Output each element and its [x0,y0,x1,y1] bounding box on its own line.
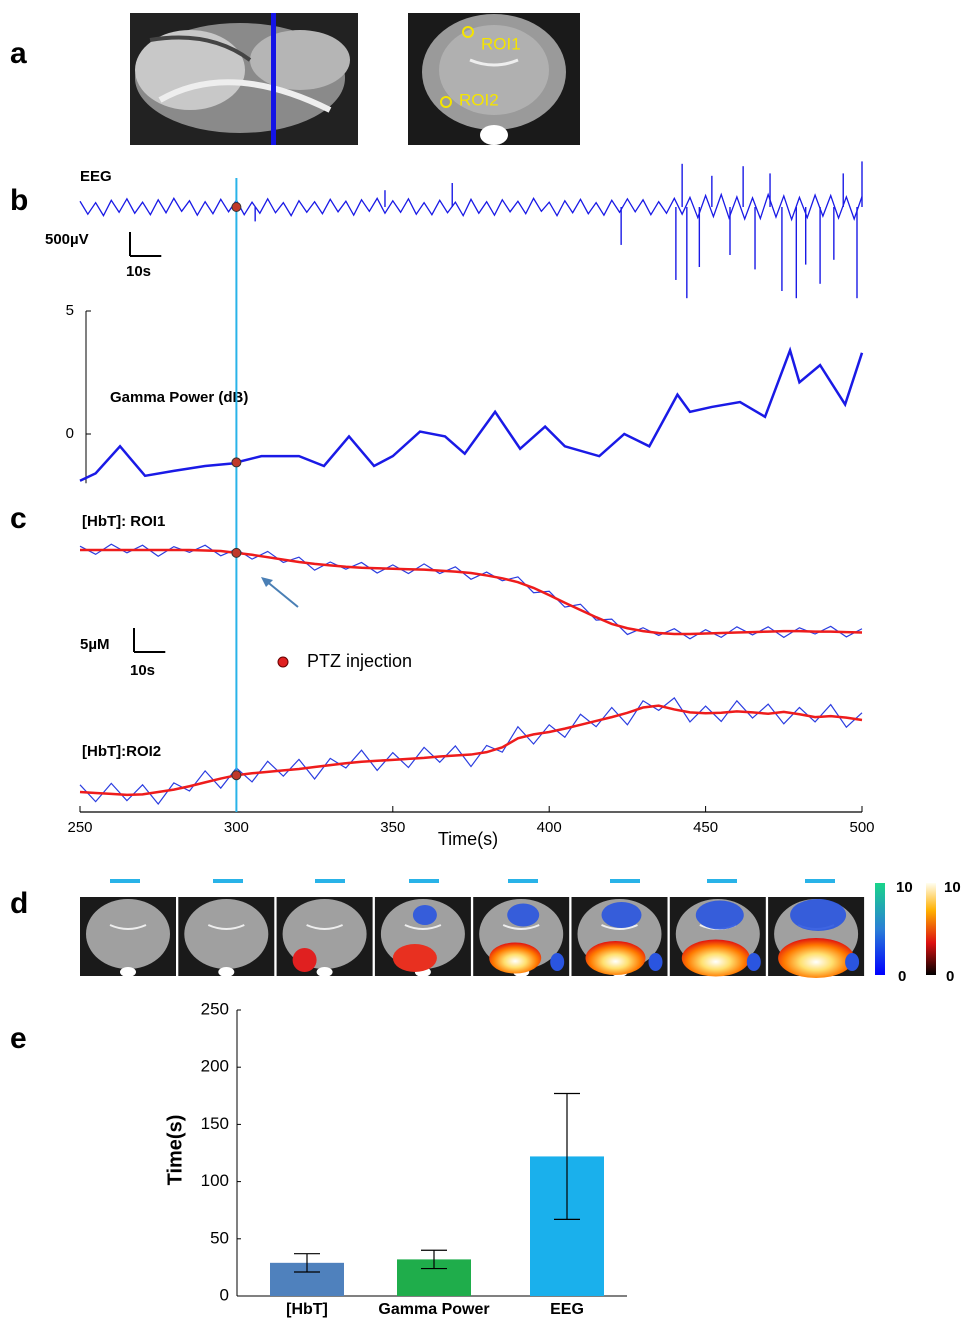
scale-label: 10s [126,263,151,280]
y-tick-label: 50 [210,1228,229,1247]
overlay-blue [602,902,642,928]
x-tick-label: 500 [849,819,874,836]
page: {"panels": ["a", "b", "c", "d", "e"], "p… [0,0,969,1321]
overlay-blue [790,899,846,931]
x-tick-label: [HbT] [286,1301,328,1318]
colorbar-label: 0 [946,968,954,985]
y-tick-label: 150 [201,1114,229,1133]
scale-label: 500µV [45,231,89,248]
event-dot [232,203,241,212]
sagittal-image [130,13,358,145]
roi-label: ROI1 [481,34,521,53]
colorbar-label: 10 [944,879,961,896]
overlay-hot [586,941,646,975]
dash [213,879,243,883]
legend-dot [278,657,288,667]
dash [805,879,835,883]
colorbar [875,883,885,975]
coronal-image [408,13,580,145]
x-axis-label: Time(s) [438,829,498,849]
event-dot [232,548,241,557]
roi-label: ROI2 [459,90,499,109]
hbt-smoothed [80,550,862,634]
overlay-hot [293,948,317,972]
overlay-hot [778,938,854,978]
y-tick-label: 0 [220,1285,229,1304]
event-dot [232,771,241,780]
event-label: PTZ injection [307,651,412,671]
y-tick-label: 200 [201,1057,229,1076]
panel-label: b [10,184,28,217]
x-tick-label: 300 [224,819,249,836]
eeg-trace [80,195,862,220]
trace-title: Gamma Power (dB) [110,389,248,406]
trace-title: EEG [80,168,112,185]
hbt-raw [80,698,862,804]
panel-label: c [10,502,27,535]
image-strip [80,879,864,978]
overlay-blue [413,905,437,925]
scale-label: 10s [130,662,155,679]
colorbar-label: 0 [898,968,906,985]
panel-label: a [10,37,27,70]
panel-label: d [10,887,28,920]
colorbar [926,883,936,975]
x-tick-label: 450 [693,819,718,836]
y-axis-label: Time(s) [164,1115,186,1186]
overlay-blue [845,953,859,971]
slice-brain [86,899,170,969]
series-label: [HbT]:ROI2 [82,743,161,760]
dash [315,879,345,883]
x-tick-label: 350 [380,819,405,836]
series-label: [HbT]: ROI1 [82,513,165,530]
panel-label: e [10,1022,27,1055]
x-tick-label: 400 [537,819,562,836]
x-tick-label: EEG [550,1301,584,1318]
y-tick-label: 250 [201,999,229,1018]
y-tick-label: 0 [66,425,74,442]
slice-base [317,967,333,977]
slice-base [218,967,234,977]
overlay-hot [489,943,541,974]
y-tick-label: 100 [201,1171,229,1190]
overlay-blue [696,901,744,930]
hbt-raw [80,544,862,639]
overlay-hot [682,940,750,977]
scale-label: 5µM [80,636,109,653]
y-tick-label: 5 [66,302,74,319]
x-tick-label: 250 [67,819,92,836]
dash [707,879,737,883]
overlay-blue [507,904,539,927]
overlay-hot [393,944,437,972]
dash [610,879,640,883]
dash [409,879,439,883]
overlay-blue [550,953,564,971]
colorbar-label: 10 [896,879,913,896]
x-tick-label: Gamma Power [378,1301,489,1318]
figure: a b c d e ROI1 ROI2 EEG 500µV 10s Gamma … [0,0,969,1321]
dash [508,879,538,883]
slice-brain [184,899,268,969]
dash [110,879,140,883]
event-dot [232,458,241,467]
overlay-blue [747,953,761,971]
gamma-trace [80,350,862,480]
annotation-arrow [261,577,298,607]
slice-base [120,967,136,977]
overlay-blue [649,953,663,971]
